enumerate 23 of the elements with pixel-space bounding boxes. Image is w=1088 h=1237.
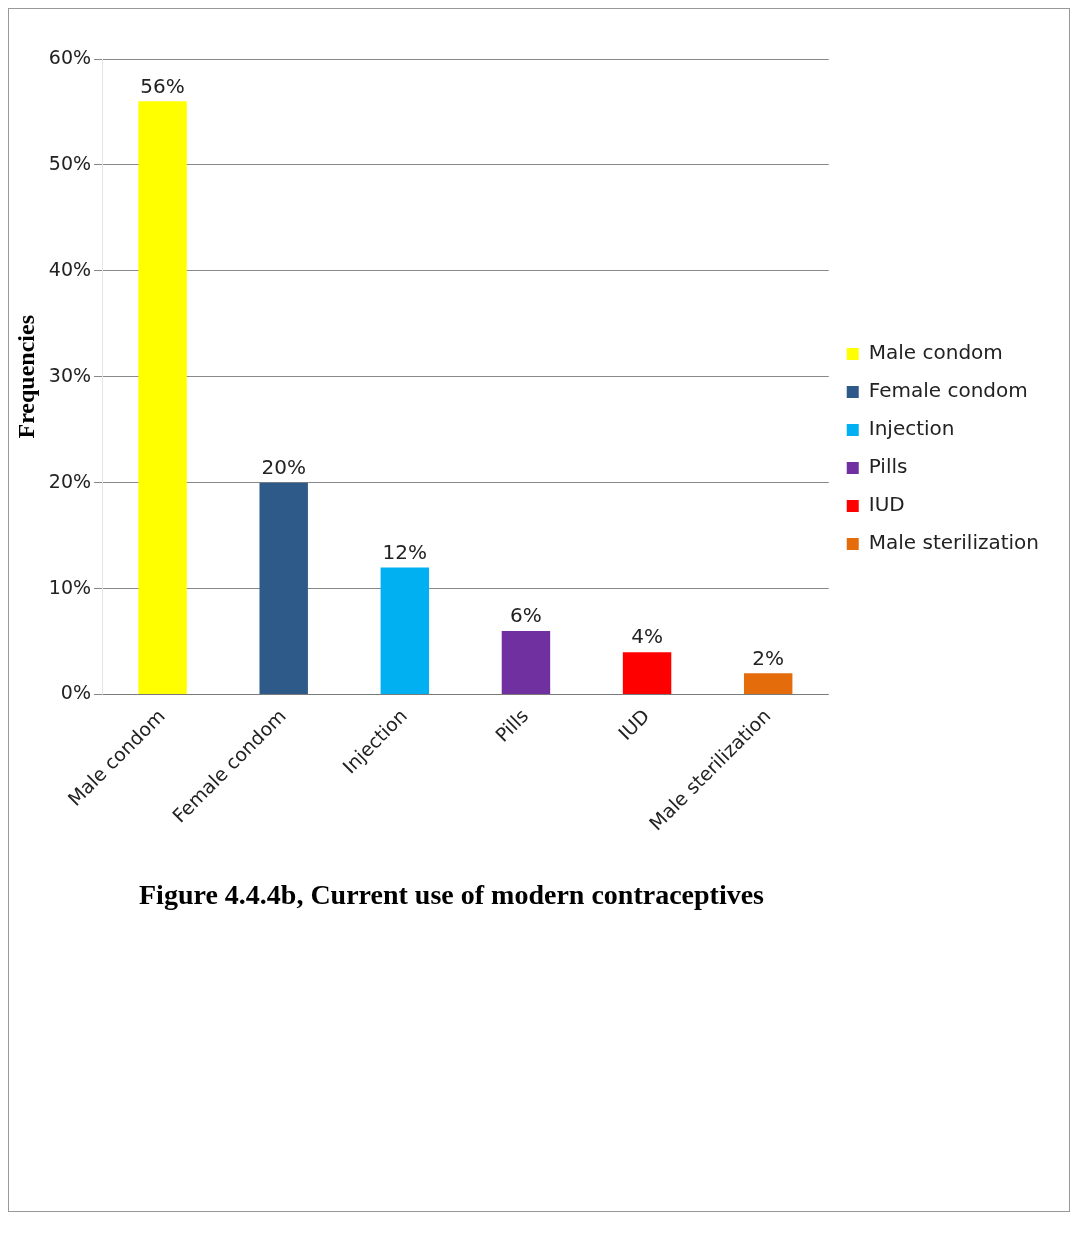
legend-label: IUD xyxy=(868,492,905,517)
y-tick-label: 10% xyxy=(48,575,92,598)
data-label: 12% xyxy=(382,539,428,564)
text: Figure 4.4.4b, Current use of modern contraceptives xyxy=(139,879,765,911)
data-label: 56% xyxy=(140,73,185,98)
data-label: 6% xyxy=(510,603,542,628)
legend-label: Pills xyxy=(868,454,908,479)
y-tick-label: 0% xyxy=(60,681,92,704)
y-tick-label: 60% xyxy=(48,45,92,68)
data-label: 20% xyxy=(261,454,306,479)
y-tick-label: 30% xyxy=(48,363,92,386)
x-tick-label: IUD xyxy=(613,704,654,745)
y-tick-label: 20% xyxy=(48,469,92,492)
y-tick-label: 50% xyxy=(48,151,92,174)
x-tick-label: Pills xyxy=(490,704,533,746)
y-tick-label: 40% xyxy=(48,257,92,280)
legend-label: Female condom xyxy=(868,378,1028,403)
legend-label: Injection xyxy=(868,416,955,441)
legend-label: Male condom xyxy=(868,340,1003,365)
data-label: 2% xyxy=(752,645,785,670)
legend-label: Male sterilization xyxy=(868,530,1040,555)
data-label: 4% xyxy=(631,624,663,649)
y-axis-title: Frequencies xyxy=(12,314,39,439)
